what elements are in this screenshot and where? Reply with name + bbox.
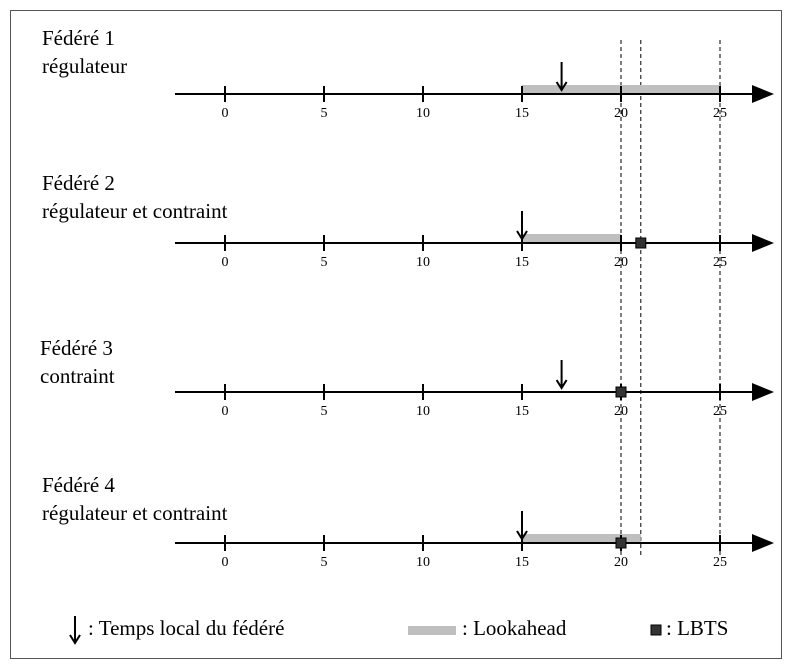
- federate-role: régulateur et contraint: [42, 199, 228, 223]
- axis-arrow: [752, 534, 774, 552]
- lbts-marker: [615, 386, 627, 398]
- lbts-marker: [615, 537, 627, 549]
- tick-label: 5: [321, 106, 328, 121]
- local-time-arrow: [516, 211, 528, 241]
- federate-role: contraint: [40, 364, 115, 388]
- federate-name: Fédéré 4: [42, 473, 115, 497]
- tick-label: 10: [416, 255, 430, 270]
- legend-text: : Temps local du fédéré: [88, 616, 284, 640]
- tick-label: 5: [321, 404, 328, 419]
- federate-name: Fédéré 3: [40, 336, 113, 360]
- tick-label: 25: [713, 555, 727, 570]
- tick-label: 0: [222, 555, 229, 570]
- legend-lbts: [650, 624, 662, 636]
- tick-label: 10: [416, 555, 430, 570]
- tick-label: 20: [614, 106, 628, 121]
- tick-label: 20: [614, 555, 628, 570]
- tick-label: 20: [614, 255, 628, 270]
- legend-text: : LBTS: [666, 616, 728, 640]
- federate-role: régulateur: [42, 54, 127, 78]
- local-time-arrow: [516, 511, 528, 541]
- tick-label: 10: [416, 404, 430, 419]
- tick-label: 25: [713, 106, 727, 121]
- axis-arrow: [752, 234, 774, 252]
- axis-arrow: [752, 85, 774, 103]
- tick-label: 20: [614, 404, 628, 419]
- tick-label: 15: [515, 106, 529, 121]
- legend-arrow: [69, 616, 81, 645]
- lookahead-bar: [522, 234, 621, 243]
- local-time-arrow: [555, 360, 568, 390]
- tick-label: 5: [321, 555, 328, 570]
- legend-text: : Lookahead: [462, 616, 567, 640]
- tick-label: 15: [515, 404, 529, 419]
- tick-label: 25: [713, 404, 727, 419]
- frame: [10, 10, 782, 659]
- tick-label: 15: [515, 255, 529, 270]
- tick-label: 0: [222, 106, 229, 121]
- lookahead-bar: [522, 534, 641, 543]
- federate-name: Fédéré 2: [42, 171, 115, 195]
- local-time-arrow: [555, 62, 568, 92]
- tick-label: 0: [222, 255, 229, 270]
- tick-label: 25: [713, 255, 727, 270]
- axis-arrow: [752, 383, 774, 401]
- tick-label: 10: [416, 106, 430, 121]
- federate-name: Fédéré 1: [42, 26, 115, 50]
- tick-label: 15: [515, 555, 529, 570]
- lbts-marker: [635, 237, 647, 249]
- tick-label: 0: [222, 404, 229, 419]
- tick-label: 5: [321, 255, 328, 270]
- federate-role: régulateur et contraint: [42, 501, 228, 525]
- legend-lookahead: [408, 626, 456, 635]
